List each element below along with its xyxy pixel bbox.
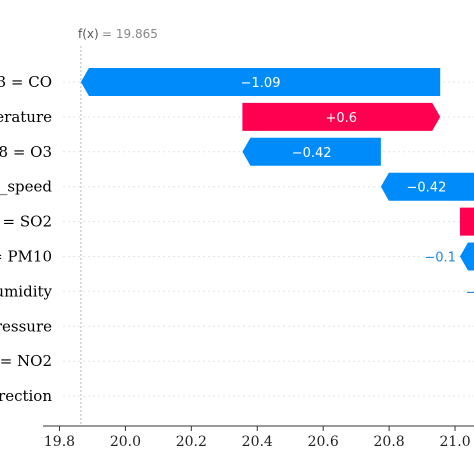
x-tick-label: 20.0 <box>110 434 141 450</box>
feature-label: l_speed <box>0 178 52 196</box>
feature-label: = PM10 <box>0 248 52 266</box>
positive-bar <box>459 207 474 236</box>
negative-bar <box>380 172 474 201</box>
x-tick-label: 21.0 <box>439 434 470 450</box>
negative-bar <box>459 242 474 271</box>
x-tick-label: 20.8 <box>374 434 405 450</box>
bar-value-label: −0.42 <box>292 146 332 161</box>
x-axis-ticks: 19.8 20.0 20.2 20.4 20.6 20.8 21.0 <box>44 426 471 450</box>
feature-label: 3 = CO <box>0 73 52 91</box>
bar-value-label: −0.1 <box>424 251 456 266</box>
x-tick-label: 20.4 <box>242 434 273 450</box>
bar-value-label: +0.6 <box>326 111 358 126</box>
contribution-bars: −1.09+0.6−0.42−0.42−0.1−0.−0 <box>80 68 474 300</box>
feature-label: ·8 = O3 <box>0 143 52 161</box>
negative-bar <box>80 68 441 96</box>
bar-value-label: −0.42 <box>407 181 447 196</box>
x-tick-label: 20.2 <box>176 434 207 450</box>
feature-label: rection <box>0 387 52 405</box>
x-tick-label: 20.6 <box>308 434 339 450</box>
feature-labels: 3 = CO perature ·8 = O3 l_speed = SO2 = PM10 u… <box>0 73 53 405</box>
feature-label: = SO2 <box>3 213 52 231</box>
feature-label: ressure <box>0 317 52 335</box>
positive-bar <box>242 102 441 131</box>
feature-label: perature <box>0 108 52 126</box>
negative-bar <box>242 137 381 166</box>
x-tick-label: 19.8 <box>44 434 75 450</box>
fx-label: f(x) <box>78 27 99 41</box>
feature-label: umidity <box>0 282 53 300</box>
bar-value-label: −0. <box>466 285 474 300</box>
fx-value: = 19.865 <box>102 27 158 41</box>
bar-value-label: −1.09 <box>241 76 281 91</box>
feature-label: = NO2 <box>0 352 52 370</box>
